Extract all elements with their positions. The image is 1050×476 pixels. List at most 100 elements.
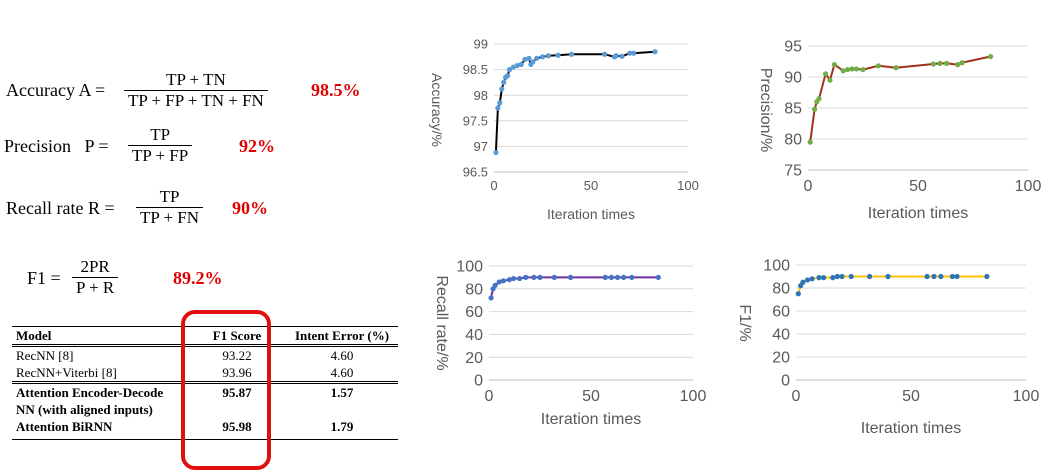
data-point bbox=[800, 279, 806, 285]
data-point bbox=[517, 275, 523, 282]
data-point bbox=[496, 279, 502, 285]
data-point bbox=[534, 55, 540, 61]
data-point bbox=[853, 66, 860, 72]
data-point bbox=[601, 51, 608, 57]
chart-f1: 0 20 40 60 80 100 0 50 100 Iteration times F1/% bbox=[736, 258, 1039, 437]
accuracy-numerator: TP + TN bbox=[166, 70, 226, 89]
recall-value: 90% bbox=[232, 198, 268, 218]
data-point bbox=[804, 277, 811, 283]
data-point bbox=[613, 53, 619, 59]
data-point bbox=[621, 274, 627, 280]
data-point bbox=[537, 274, 543, 280]
x-tick-label: 100 bbox=[680, 388, 707, 405]
data-point bbox=[954, 273, 960, 280]
data-point bbox=[545, 53, 551, 59]
data-point bbox=[531, 274, 537, 280]
f1-label: F1 = bbox=[27, 268, 61, 288]
x-axis-label: Iteration times bbox=[547, 206, 635, 222]
table-row: RecNN [8] 93.22 4.60 bbox=[12, 346, 398, 365]
data-point bbox=[627, 50, 633, 56]
y-tick-label: 95 bbox=[784, 39, 802, 56]
chart-rec: 0 20 40 60 80 100 0 50 100 Iteration times Recall … bbox=[433, 259, 706, 428]
data-point bbox=[867, 273, 873, 280]
y-tick-label: 60 bbox=[772, 304, 790, 321]
data-point bbox=[834, 273, 841, 280]
series-line bbox=[809, 55, 991, 143]
x-tick-label: 100 bbox=[1015, 178, 1042, 195]
cell-error: 1.79 bbox=[286, 418, 398, 440]
data-point bbox=[631, 50, 637, 56]
data-point bbox=[555, 52, 561, 58]
data-point bbox=[827, 77, 833, 83]
data-point bbox=[492, 282, 498, 288]
cell-model: Attention Encoder-Decode NN (with aligne… bbox=[12, 383, 188, 419]
cell-model: Attention BiRNN bbox=[12, 418, 188, 440]
x-axis-label: Iteration times bbox=[861, 420, 961, 437]
data-point bbox=[944, 60, 950, 66]
data-point bbox=[955, 62, 961, 68]
f1-fraction: 2PR P + R bbox=[72, 257, 119, 298]
cell-f1: 95.87 bbox=[222, 385, 252, 400]
x-tick-label: 100 bbox=[677, 178, 699, 193]
recall-fraction: TP TP + FN bbox=[136, 187, 204, 228]
y-tick-label: 98 bbox=[474, 88, 488, 103]
cell-model: RecNN+Viterbi [8] bbox=[12, 364, 188, 384]
cell-error: 4.60 bbox=[286, 364, 398, 384]
data-point bbox=[629, 274, 635, 280]
cell-model-line2: NN (with aligned inputs) bbox=[16, 402, 153, 417]
data-point bbox=[518, 61, 524, 68]
data-point bbox=[807, 139, 813, 145]
x-tick-label: 100 bbox=[1013, 388, 1040, 405]
y-axis-label: Precision/% bbox=[757, 68, 774, 152]
data-point bbox=[816, 275, 822, 281]
y-tick-label: 98.5 bbox=[463, 62, 488, 77]
x-axis-label: Iteration times bbox=[541, 411, 641, 428]
precision-numerator: TP bbox=[150, 125, 171, 144]
y-tick-label: 40 bbox=[772, 327, 790, 344]
series-line bbox=[494, 50, 656, 153]
data-point bbox=[497, 100, 503, 106]
data-point bbox=[493, 149, 499, 156]
data-point bbox=[930, 61, 937, 67]
header-f1-score: F1 Score bbox=[188, 326, 286, 347]
x-tick-label: 0 bbox=[792, 388, 801, 405]
chart-acc: 96.5 97 97.5 98 98.5 99 0 50 100 Iteration times A… bbox=[429, 37, 699, 222]
accuracy-denominator: TP + FP + TN + FN bbox=[124, 90, 268, 111]
data-point bbox=[488, 295, 494, 301]
y-tick-label: 99 bbox=[474, 37, 488, 52]
y-tick-label: 0 bbox=[781, 373, 790, 390]
table-row: RecNN+Viterbi [8] 93.96 4.60 bbox=[12, 364, 398, 384]
data-point bbox=[885, 273, 891, 280]
data-point bbox=[495, 105, 501, 111]
y-tick-label: 40 bbox=[465, 327, 483, 344]
series-line bbox=[490, 276, 659, 299]
data-point bbox=[652, 49, 658, 55]
data-point bbox=[499, 86, 505, 92]
f1-numerator: 2PR bbox=[80, 257, 110, 276]
y-tick-label: 85 bbox=[784, 101, 802, 118]
data-point bbox=[821, 275, 827, 281]
series-line bbox=[797, 275, 987, 295]
data-point bbox=[795, 291, 801, 297]
data-point bbox=[614, 274, 621, 280]
y-tick-label: 75 bbox=[784, 163, 802, 180]
data-point bbox=[608, 274, 615, 280]
data-point bbox=[959, 60, 965, 66]
data-point bbox=[602, 274, 608, 280]
data-point bbox=[893, 65, 899, 71]
data-point bbox=[984, 273, 990, 280]
y-tick-label: 97 bbox=[474, 139, 488, 154]
x-tick-label: 50 bbox=[902, 388, 920, 405]
data-point bbox=[988, 53, 994, 60]
data-point bbox=[931, 273, 937, 280]
precision-fraction: TP TP + FP bbox=[128, 125, 193, 166]
data-point bbox=[830, 275, 836, 281]
table-header-row: Model F1 Score Intent Error (%) bbox=[12, 326, 398, 347]
data-point bbox=[840, 68, 846, 74]
recall-label: Recall rate R = bbox=[6, 198, 115, 218]
f1-value: 89.2% bbox=[173, 268, 223, 288]
cell-f1: 93.96 bbox=[188, 364, 286, 384]
data-point bbox=[510, 275, 517, 282]
data-point bbox=[845, 66, 851, 73]
x-tick-label: 50 bbox=[584, 178, 598, 193]
